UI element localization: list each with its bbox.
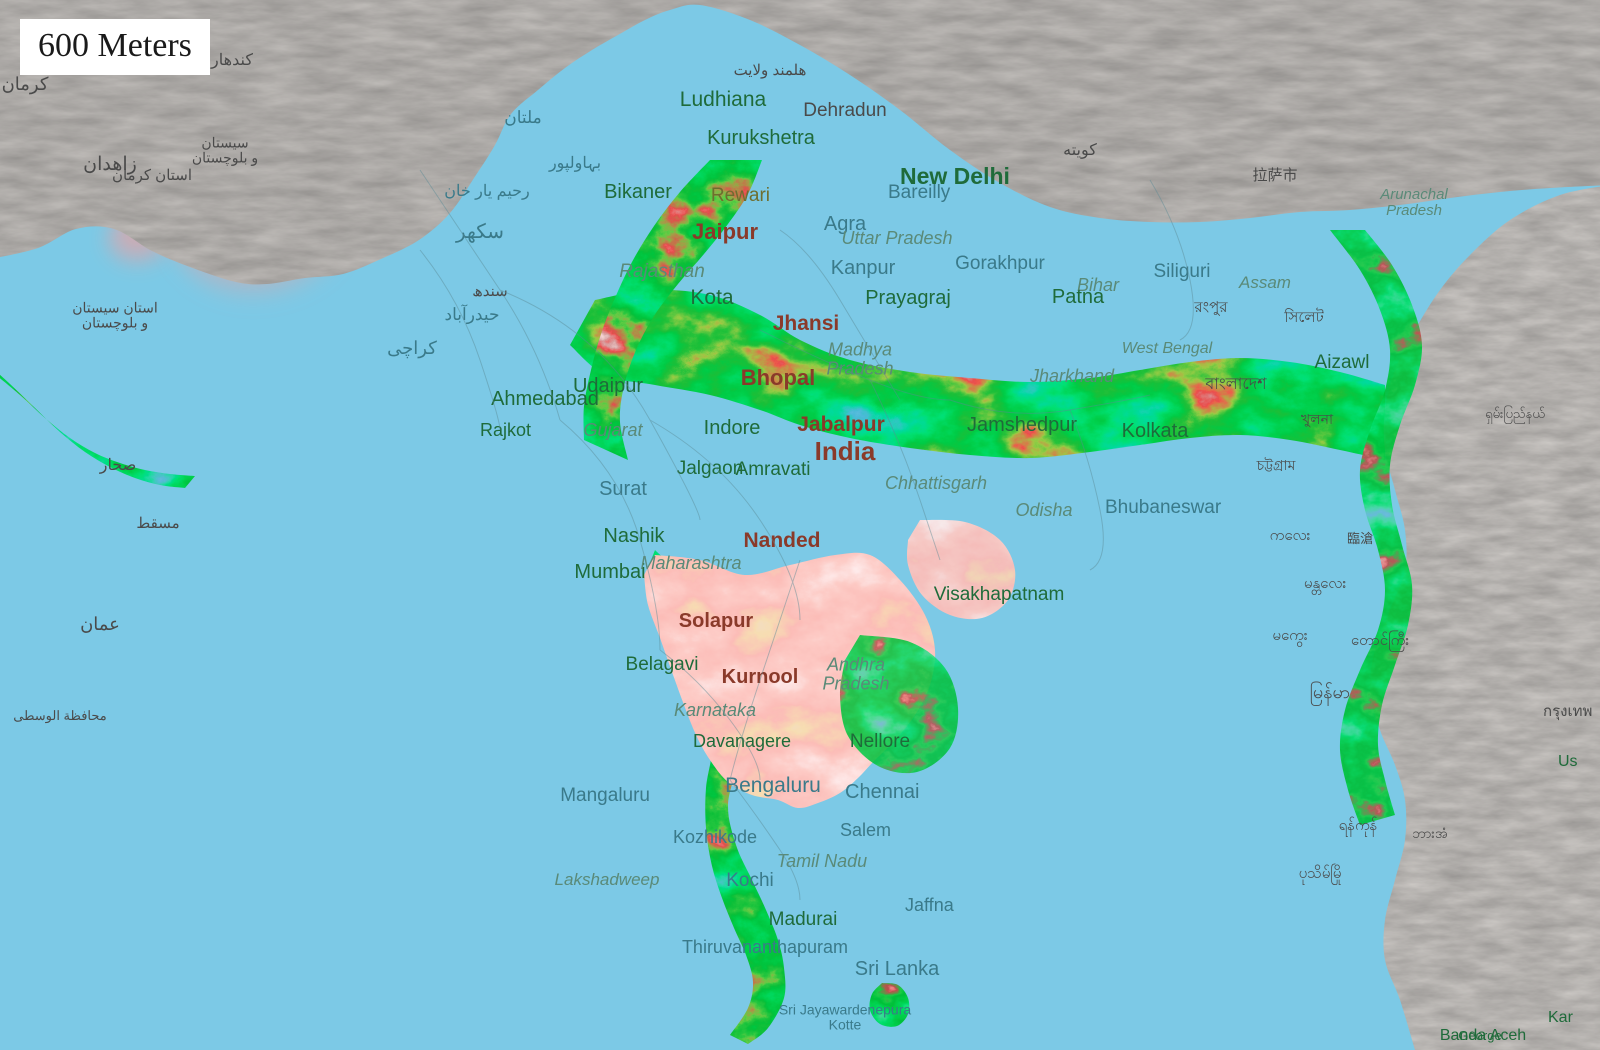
svg-text:Nashik: Nashik: [603, 525, 665, 547]
svg-text:Jalgaon: Jalgaon: [677, 458, 744, 479]
svg-text:Chhattisgarh: Chhattisgarh: [885, 473, 987, 493]
svg-text:Bhubaneswar: Bhubaneswar: [1105, 497, 1222, 518]
svg-text:Jaffna: Jaffna: [905, 895, 955, 915]
svg-text:بہاولپور: بہاولپور: [548, 155, 601, 172]
svg-text:Bikaner: Bikaner: [604, 181, 672, 203]
svg-text:Jabalpur: Jabalpur: [797, 413, 885, 436]
svg-text:রংপুর: রংপুর: [1193, 299, 1228, 316]
svg-text:سکھر: سکھر: [455, 221, 504, 243]
svg-text:Siliguri: Siliguri: [1153, 261, 1210, 282]
svg-text:Belagavi: Belagavi: [626, 654, 699, 675]
svg-text:Visakhapatnam: Visakhapatnam: [934, 584, 1065, 605]
svg-text:ရန်ကုန်: ရန်ကုန်: [1339, 816, 1378, 837]
svg-text:استان کرمان: استان کرمان: [112, 167, 192, 184]
svg-text:খুলনা: খুলনা: [1301, 411, 1334, 427]
svg-text:Ahmedabad: Ahmedabad: [491, 388, 599, 410]
svg-text:Nellore: Nellore: [850, 731, 910, 752]
svg-text:Solapur: Solapur: [679, 610, 754, 632]
svg-text:Odisha: Odisha: [1015, 500, 1072, 520]
svg-text:Karnataka: Karnataka: [674, 700, 756, 720]
svg-text:هلمند ولايت: هلمند ولايت: [734, 62, 807, 79]
svg-text:Jhansi: Jhansi: [773, 312, 840, 335]
svg-text:Jharkhand: Jharkhand: [1029, 366, 1115, 386]
svg-text:Davanagere: Davanagere: [693, 731, 791, 751]
svg-text:Assam: Assam: [1238, 273, 1291, 292]
svg-text:Salem: Salem: [840, 820, 891, 840]
svg-text:Uttar Pradesh: Uttar Pradesh: [841, 228, 952, 248]
svg-text:West Bengal: West Bengal: [1122, 340, 1213, 357]
svg-text:Kurnool: Kurnool: [722, 666, 799, 688]
svg-text:George: George: [1458, 1028, 1501, 1043]
svg-text:Madurai: Madurai: [769, 909, 838, 930]
svg-text:Bareilly: Bareilly: [888, 182, 951, 203]
svg-text:Kolkata: Kolkata: [1122, 420, 1190, 442]
svg-text:ကလေး: ကလေး: [1270, 527, 1311, 544]
svg-text:Aizawl: Aizawl: [1315, 352, 1370, 373]
svg-text:Jamshedpur: Jamshedpur: [967, 414, 1077, 436]
svg-text:Prayagraj: Prayagraj: [865, 287, 951, 309]
svg-text:ملتان: ملتان: [504, 108, 542, 127]
svg-text:کويته: کويته: [1063, 142, 1097, 159]
svg-text:کرمان: کرمان: [2, 74, 49, 95]
svg-text:Maharashtra: Maharashtra: [640, 553, 741, 573]
svg-text:Dehradun: Dehradun: [803, 100, 886, 121]
svg-text:Patna: Patna: [1052, 286, 1105, 308]
svg-text:Kanpur: Kanpur: [831, 257, 896, 279]
svg-text:Mangaluru: Mangaluru: [560, 785, 650, 806]
svg-text:کندهار: کندهار: [210, 52, 253, 69]
svg-text:حیدرآباد: حیدرآباد: [445, 303, 500, 325]
svg-text:Indore: Indore: [704, 417, 761, 439]
svg-text:Chennai: Chennai: [845, 781, 920, 803]
svg-text:臨滄: 臨滄: [1347, 531, 1373, 546]
svg-text:Kota: Kota: [690, 286, 734, 309]
svg-text:Sri Lanka: Sri Lanka: [855, 958, 940, 980]
svg-text:Thiruvananthapuram: Thiruvananthapuram: [682, 937, 848, 957]
svg-text:ပုသိမ်မြို: ပုသိမ်မြို: [1299, 863, 1343, 885]
svg-text:رحیم یار خان: رحیم یار خان: [444, 183, 530, 200]
svg-text:Kozhikode: Kozhikode: [673, 827, 757, 847]
svg-text:বাংলাদেশ: বাংলাদেশ: [1204, 376, 1267, 393]
svg-text:Ludhiana: Ludhiana: [680, 88, 767, 111]
svg-text:محافظة الوسطى: محافظة الوسطى: [13, 708, 106, 724]
svg-text:Amravati: Amravati: [736, 459, 811, 480]
svg-text:Kochi: Kochi: [726, 870, 774, 891]
svg-text:India: India: [815, 436, 876, 466]
svg-text:ဘားအံ: ဘားအံ: [1412, 825, 1448, 841]
svg-text:کراچی: کراچی: [387, 338, 437, 359]
svg-text:صحار: صحار: [99, 457, 137, 474]
svg-text:กรุงเทพ: กรุงเทพ: [1543, 703, 1592, 721]
svg-text:Us: Us: [1558, 753, 1578, 770]
svg-text:拉萨市: 拉萨市: [1252, 167, 1297, 184]
svg-text:Mumbai: Mumbai: [574, 561, 645, 583]
svg-text:Rajkot: Rajkot: [480, 420, 531, 440]
svg-text:Gujarat: Gujarat: [583, 420, 643, 440]
svg-text:တောင်ကြီး: တောင်ကြီး: [1351, 630, 1409, 652]
svg-text:Jaipur: Jaipur: [692, 219, 758, 244]
svg-text:Kar: Kar: [1548, 1009, 1574, 1026]
svg-text:مسقط: مسقط: [136, 515, 179, 532]
svg-text:চট্টগ্রাম: চট্টগ্রাম: [1256, 457, 1296, 473]
svg-text:Gorakhpur: Gorakhpur: [955, 253, 1045, 274]
svg-text:Lakshadweep: Lakshadweep: [555, 870, 660, 889]
svg-text:সিলেট: সিলেট: [1283, 308, 1324, 326]
svg-text:عمان: عمان: [80, 614, 120, 634]
svg-text:Rewari: Rewari: [711, 185, 770, 206]
svg-text:Rajasthan: Rajasthan: [619, 261, 705, 282]
svg-text:Nanded: Nanded: [743, 529, 820, 552]
svg-text:Kurukshetra: Kurukshetra: [707, 127, 816, 149]
svg-text:Bhopal: Bhopal: [741, 365, 816, 390]
